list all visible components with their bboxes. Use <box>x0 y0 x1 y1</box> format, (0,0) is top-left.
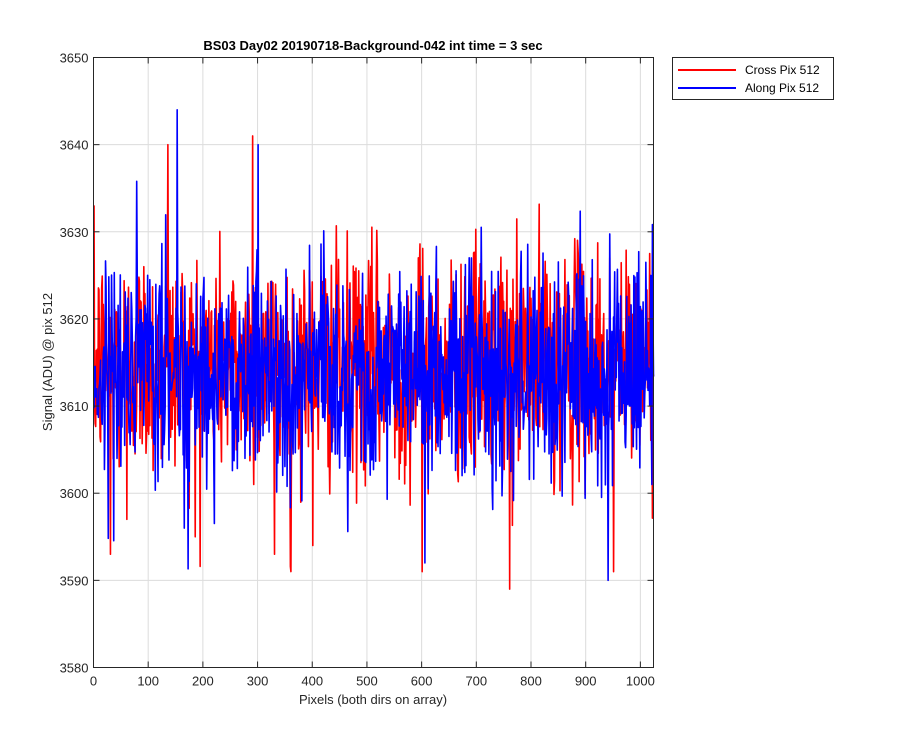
legend-label-cross: Cross Pix 512 <box>745 63 820 77</box>
x-axis-title: Pixels (both dirs on array) <box>299 692 447 707</box>
y-tick-label: 3610 <box>60 399 89 414</box>
y-tick-label: 3580 <box>60 661 89 676</box>
series-layer <box>93 108 655 590</box>
chart-title: BS03 Day02 20190718-Background-042 int t… <box>203 38 542 53</box>
y-tick-label: 3600 <box>60 486 89 501</box>
legend: Cross Pix 512 Along Pix 512 <box>672 57 834 100</box>
y-tick-label: 3630 <box>60 225 89 240</box>
x-tick-label: 500 <box>356 674 378 689</box>
y-tick-label: 3590 <box>60 573 89 588</box>
x-tick-label: 200 <box>192 674 214 689</box>
x-tick-label: 300 <box>247 674 269 689</box>
x-tick-label: 1000 <box>626 674 655 689</box>
ticks: 0 100 200 300 400 500 600 700 800 900 1000 3580 3590… <box>60 51 655 689</box>
x-tick-label: 400 <box>301 674 323 689</box>
x-tick-label: 800 <box>520 674 542 689</box>
y-axis-title: Signal (ADU) @ pix 512 <box>40 293 55 431</box>
legend-box <box>672 57 834 100</box>
x-tick-label: 700 <box>465 674 487 689</box>
legend-label-along: Along Pix 512 <box>745 81 819 95</box>
y-tick-label: 3620 <box>60 312 89 327</box>
x-tick-label: 0 <box>90 674 97 689</box>
x-tick-label: 600 <box>411 674 433 689</box>
y-tick-label: 3640 <box>60 138 89 153</box>
axes-box <box>93 57 654 668</box>
x-tick-label: 100 <box>137 674 159 689</box>
x-tick-label: 900 <box>575 674 597 689</box>
series-line-along-pix-512 <box>93 108 655 582</box>
y-tick-label: 3650 <box>60 51 89 66</box>
